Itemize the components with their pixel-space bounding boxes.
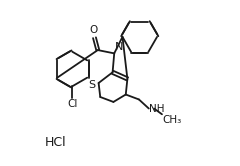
Text: S: S bbox=[88, 80, 95, 90]
Text: NH: NH bbox=[149, 104, 164, 114]
Text: N: N bbox=[115, 42, 123, 52]
Text: Cl: Cl bbox=[67, 99, 78, 109]
Text: CH₃: CH₃ bbox=[162, 115, 182, 125]
Text: O: O bbox=[90, 25, 98, 35]
Text: HCl: HCl bbox=[44, 136, 66, 149]
